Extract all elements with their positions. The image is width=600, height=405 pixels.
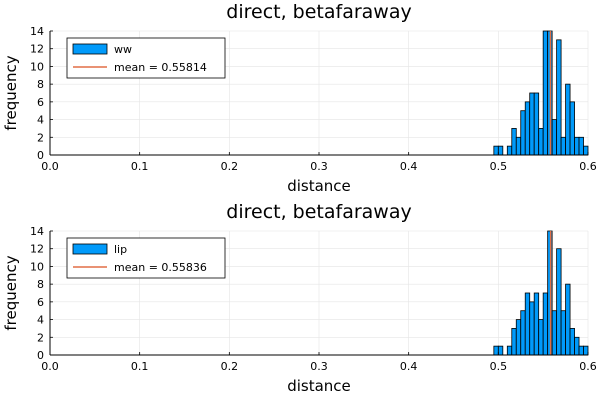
x-tick-label: 0.5 — [490, 160, 508, 173]
histogram-bar — [497, 145, 504, 156]
y-tick-label: 14 — [30, 225, 44, 238]
histogram-bar — [542, 30, 549, 156]
histogram-bar — [574, 336, 580, 356]
y-axis-label: frequency — [2, 255, 20, 330]
x-tick-label: 0.2 — [221, 160, 239, 173]
x-tick-label: 0.4 — [400, 160, 418, 173]
histogram-bar — [560, 136, 566, 156]
histogram-bar — [515, 136, 522, 156]
x-tick-label: 0.5 — [490, 360, 508, 373]
x-tick-label: 0.3 — [310, 160, 328, 173]
legend-label-mean: mean = 0.55836 — [114, 261, 207, 274]
histogram-panel-1: 0.0 0.1 0.2 0.3 0.4 0.5 0.6 0 2 4 6 8 10 12 14 direct, … — [2, 1, 597, 195]
chart-title: direct, betafaraway — [226, 1, 411, 23]
x-tick-label: 0.1 — [131, 360, 149, 373]
x-axis-label: distance — [287, 377, 351, 395]
histogram-bar — [583, 145, 589, 156]
histogram-bar — [529, 301, 535, 356]
legend-swatch-bar — [72, 243, 108, 255]
histogram-bar — [565, 283, 571, 356]
histogram-panel-2: 0.0 0.1 0.2 0.3 0.4 0.5 0.6 0 2 4 6 8 10 12 14 direct, … — [2, 201, 597, 395]
histogram-bar — [538, 319, 544, 356]
y-tick-label: 0 — [37, 149, 44, 162]
x-tick-label: 0.1 — [131, 160, 149, 173]
x-tick-label: 0.6 — [579, 360, 597, 373]
histogram-bar — [574, 136, 580, 156]
histogram-bar — [506, 345, 513, 356]
x-axis-label: distance — [287, 177, 351, 195]
y-tick-label: 10 — [30, 260, 44, 273]
histogram-bar — [578, 136, 584, 156]
histogram-bar — [551, 119, 558, 156]
histogram-bar — [569, 101, 575, 156]
legend-label-mean: mean = 0.55814 — [114, 61, 207, 74]
histogram-bar — [493, 345, 499, 356]
histogram-bar — [556, 248, 562, 356]
legend-swatch-bar — [72, 43, 108, 55]
legend: ww mean = 0.55814 — [66, 37, 226, 79]
x-tick-label: 0.0 — [41, 160, 59, 173]
y-tick-label: 4 — [37, 114, 44, 127]
histogram-bar — [578, 345, 584, 356]
y-tick-label: 8 — [37, 278, 44, 291]
histogram-bar — [565, 83, 571, 156]
histogram-bar — [542, 292, 549, 356]
y-tick-label: 0 — [37, 349, 44, 362]
histogram-bar — [533, 92, 540, 156]
y-tick-label: 6 — [37, 96, 44, 109]
histogram-bar — [551, 310, 558, 356]
y-tick-label: 12 — [30, 243, 44, 256]
histogram-bar — [511, 328, 517, 356]
x-tick-label: 0.4 — [400, 360, 418, 373]
legend: lip mean = 0.55836 — [66, 237, 226, 279]
histogram-bar — [524, 101, 531, 156]
x-tick-label: 0.2 — [221, 360, 239, 373]
histogram-bar — [533, 292, 540, 356]
histogram-bar — [511, 128, 517, 156]
x-tick-label: 0.0 — [41, 360, 59, 373]
legend-label-series: ww — [114, 43, 132, 56]
histogram-bar — [493, 145, 499, 156]
y-tick-label: 2 — [37, 331, 44, 344]
histogram-bar — [529, 92, 535, 156]
histogram-bar — [520, 110, 526, 156]
y-axis-label: frequency — [2, 55, 20, 130]
histogram-bar — [515, 319, 522, 356]
histogram-bar — [556, 39, 562, 156]
y-tick-label: 6 — [37, 296, 44, 309]
histogram-bar — [497, 345, 504, 356]
histogram-bar — [538, 128, 544, 156]
histogram-bar — [524, 292, 531, 356]
histogram-bar — [583, 345, 589, 356]
y-tick-label: 4 — [37, 314, 44, 327]
histogram-bar — [506, 145, 513, 156]
histogram-bar — [560, 310, 566, 356]
x-tick-label: 0.3 — [310, 360, 328, 373]
histogram-bar — [569, 328, 575, 356]
y-tick-label: 8 — [37, 78, 44, 91]
y-tick-label: 12 — [30, 43, 44, 56]
legend-label-series: lip — [114, 243, 127, 256]
y-tick-label: 14 — [30, 25, 44, 38]
y-tick-label: 2 — [37, 131, 44, 144]
chart-title: direct, betafaraway — [226, 201, 411, 223]
x-tick-label: 0.6 — [579, 160, 597, 173]
histogram-bar — [547, 230, 553, 356]
y-tick-label: 10 — [30, 60, 44, 73]
histogram-bar — [520, 310, 526, 356]
